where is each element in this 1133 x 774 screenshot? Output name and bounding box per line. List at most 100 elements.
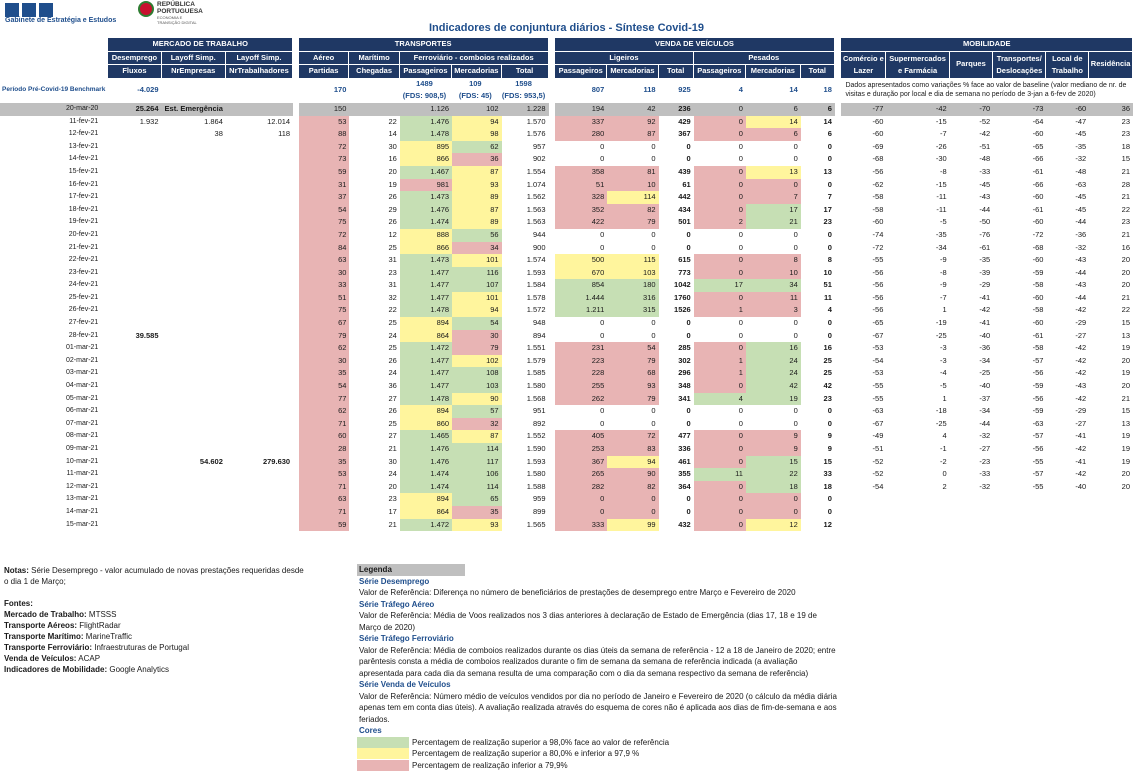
cell-pp: 0: [693, 291, 746, 305]
cell-cheg: 22: [388, 116, 397, 126]
cell-fluxos: [108, 292, 161, 305]
cell-cheg: 25: [388, 242, 397, 252]
cell-pt: 25: [823, 368, 832, 378]
cell-cheg: 17: [388, 506, 397, 516]
cell-c6: 22: [1121, 305, 1130, 315]
cell-c2: [886, 506, 949, 519]
cell-lp: 231: [555, 342, 608, 355]
cell-c6: 28: [1121, 179, 1130, 189]
table-row: 04-mar-21 54 36 1.477 103 1.580 255 93 348 0 42 42-…: [0, 380, 1133, 393]
table-row: 11-fev-21 1.932 1.864 12.014 53 22 1.476 94 1.57…: [0, 115, 1133, 129]
cell-part: 54: [298, 203, 350, 217]
cell-trab: [226, 468, 293, 481]
cell-lm: 72: [607, 430, 659, 443]
cell-trab: [226, 506, 293, 519]
cell-pm: 0: [793, 141, 798, 151]
table-row: 13-mar-21 63 23 894 65 959 0 0 0 0 0 0: [0, 493, 1133, 506]
cell-c4: -59: [1032, 381, 1044, 391]
cell-c6: 20: [1121, 381, 1130, 391]
cell-pt: 15: [823, 456, 832, 466]
cell-trab: [225, 102, 294, 116]
cell-lt: 1042: [674, 280, 691, 290]
cell-c1: -49: [872, 431, 884, 441]
col-ferro-total: Total: [501, 64, 549, 78]
cell-c4: -64: [1032, 116, 1044, 126]
cell-pm: 0: [793, 154, 798, 164]
cell-c5: -29: [1075, 318, 1087, 328]
cell-date: 07-mar-21: [66, 419, 99, 427]
cell-c6: 20: [1121, 481, 1130, 491]
cell-date: 10-mar-21: [66, 457, 99, 465]
cell-pt: 0: [827, 179, 832, 189]
cell-part: 60: [298, 430, 350, 443]
cell-part: 71: [298, 417, 350, 431]
cell-c5: -42: [1075, 393, 1087, 403]
cell-pm: 17: [745, 203, 801, 217]
cell-emp: [162, 393, 226, 406]
cell-c4: -63: [1032, 418, 1044, 428]
cell-lp: 854: [555, 279, 608, 292]
cell-part: 71: [298, 505, 350, 519]
cell-c3: -50: [979, 217, 991, 227]
cell-c3: -34: [979, 355, 991, 365]
cell-pp: 0: [738, 418, 743, 428]
legend-section-title: Série Desemprego: [359, 576, 430, 586]
cell-trab: [226, 204, 293, 217]
cell-c6: [1089, 493, 1133, 506]
cell-trab: [226, 355, 293, 368]
cell-date: 01-mar-21: [66, 344, 99, 352]
cell-pm: 18: [745, 480, 801, 494]
table-row: 24-fev-21 33 31 1.477 107 1.584 854 180 1042 17 34…: [0, 279, 1133, 292]
cell-lt: 236: [658, 102, 694, 116]
cell-pt: 6: [800, 102, 835, 116]
cell-c2: 0: [942, 469, 947, 479]
cell-c5: -47: [1075, 116, 1087, 126]
cell-cheg: 23: [388, 494, 397, 504]
cell-part: 150: [298, 102, 350, 116]
cell-c1: -60: [872, 217, 884, 227]
cell-lm: 81: [607, 165, 659, 179]
table-row: 12-mar-21 71 20 1.474 114 1.588 282 82 364 0 18 18-…: [0, 480, 1133, 494]
cell-c2: -11: [936, 192, 947, 202]
cell-pt: 42: [823, 381, 832, 391]
cell-date: 16-fev-21: [68, 180, 99, 188]
cell-fp: 1.477: [399, 354, 453, 368]
cell-c1: -67: [872, 330, 884, 340]
cell-emp: [162, 254, 226, 267]
cell-fm: 87: [452, 430, 502, 443]
cell-c1: -53: [872, 368, 884, 378]
cell-c6: 21: [1121, 393, 1130, 403]
legend-section-text: Valor de Referência: Média de comboios r…: [359, 645, 836, 678]
col-supermercados: Supermercados e Farmácia: [886, 50, 950, 78]
cell-pp: 0: [738, 330, 743, 340]
cell-c5: -27: [1075, 418, 1087, 428]
cell-ft: 948: [533, 318, 546, 328]
cell-c5: -45: [1075, 129, 1087, 139]
cell-c2: -7: [940, 129, 947, 139]
cell-lp: 223: [555, 354, 608, 368]
cell-lm: 115: [607, 254, 659, 267]
cell-date: 18-fev-21: [68, 205, 99, 213]
cell-emp: [162, 179, 226, 192]
cell-pp: 0: [693, 191, 746, 204]
ref-lig-total: 925: [678, 85, 691, 95]
cell-c3: -32: [979, 431, 991, 441]
cell-c6: 23: [1121, 217, 1130, 227]
cell-lt: 1760: [674, 292, 691, 302]
cell-lm: 82: [607, 203, 659, 217]
table-row: 25-fev-21 51 32 1.477 101 1.578 1.444 316 1760 0 1…: [0, 291, 1133, 305]
cell-c5: -43: [1075, 280, 1087, 290]
cell-pt: 12: [823, 519, 832, 529]
cell-lp: 337: [555, 115, 608, 129]
cell-c4: [993, 493, 1046, 506]
cell-pp: 11: [693, 468, 746, 481]
cell-c3: -27: [979, 444, 991, 453]
cell-fp: 1.472: [399, 342, 453, 355]
cell-part: 67: [298, 317, 350, 330]
cell-pm: 0: [793, 330, 798, 340]
cell-ft: 1.570: [526, 116, 546, 126]
cell-pp: 0: [693, 430, 746, 443]
cell-emp: [162, 216, 226, 229]
col-comercio: Comércio e Lazer: [841, 50, 887, 78]
cell-c6: 19: [1121, 431, 1130, 441]
